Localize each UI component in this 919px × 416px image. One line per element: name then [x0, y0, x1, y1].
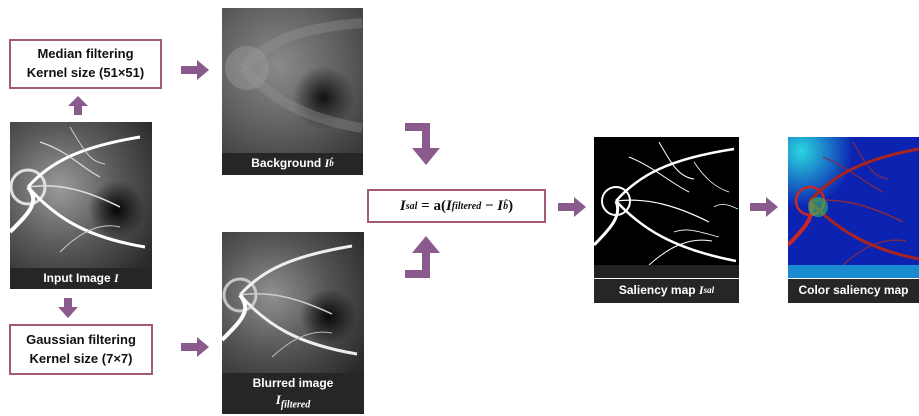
- color-saliency-map-label: Color saliency map: [798, 283, 909, 298]
- formula-term1: I: [445, 197, 452, 214]
- gaussian-kernel-size: Kernel size (7×7): [29, 350, 133, 366]
- median-filter-box: Median filtering Kernel size (51×51): [9, 39, 162, 89]
- median-filter-title: Median filtering: [37, 46, 134, 62]
- arrow-right-icon: [750, 197, 778, 217]
- saliency-map-label: Saliency map: [618, 283, 699, 298]
- formula-term2-subscript: b̂: [503, 200, 509, 212]
- median-kernel-size: Kernel size (51×51): [26, 65, 145, 80]
- arrow-right-icon: [181, 337, 209, 357]
- arrow-right-icon: [558, 197, 586, 217]
- background-symbol-subscript: b̂: [329, 158, 334, 169]
- formula-close-paren: ): [508, 197, 514, 214]
- color-saliency-map-caption: Color saliency map: [788, 279, 919, 303]
- formula-lhs: I: [399, 197, 406, 214]
- gaussian-filter-box: Gaussian filtering Kernel size (7×7): [9, 324, 153, 375]
- background-image: [222, 8, 363, 153]
- formula-equals: = a(: [417, 197, 446, 214]
- background-label: Background: [251, 156, 325, 171]
- input-fundus-image: [10, 122, 152, 268]
- formula-term1-subscript: filtered: [451, 200, 482, 212]
- formula-lhs-subscript: sal: [405, 200, 418, 212]
- input-image-symbol: I: [114, 270, 119, 285]
- input-image-label: Input Image: [43, 270, 114, 285]
- background-symbol: I: [324, 156, 330, 171]
- blurred-caption: Blurred image Ifiltered: [222, 373, 364, 414]
- formula-term2: I: [497, 197, 504, 214]
- color-saliency-map-image: [788, 137, 919, 278]
- blurred-label: Blurred image: [252, 376, 334, 390]
- arrow-down-icon: [58, 298, 78, 318]
- bent-arrow-up-icon: [405, 236, 440, 278]
- arrow-right-icon: [181, 60, 209, 80]
- saliency-map-symbol: I: [698, 283, 704, 298]
- gaussian-filter-title: Gaussian filtering: [26, 331, 136, 347]
- blurred-symbol-subscript: filtered: [280, 398, 311, 410]
- saliency-map-symbol-subscript: sal: [703, 285, 715, 296]
- bent-arrow-down-icon: [405, 123, 440, 165]
- blurred-image: [222, 232, 364, 373]
- saliency-map-image: [594, 137, 739, 278]
- input-image-caption: Input Image I: [10, 268, 152, 289]
- blurred-symbol: I: [275, 391, 281, 407]
- arrow-up-icon: [68, 96, 88, 115]
- formula-minus: −: [481, 197, 498, 214]
